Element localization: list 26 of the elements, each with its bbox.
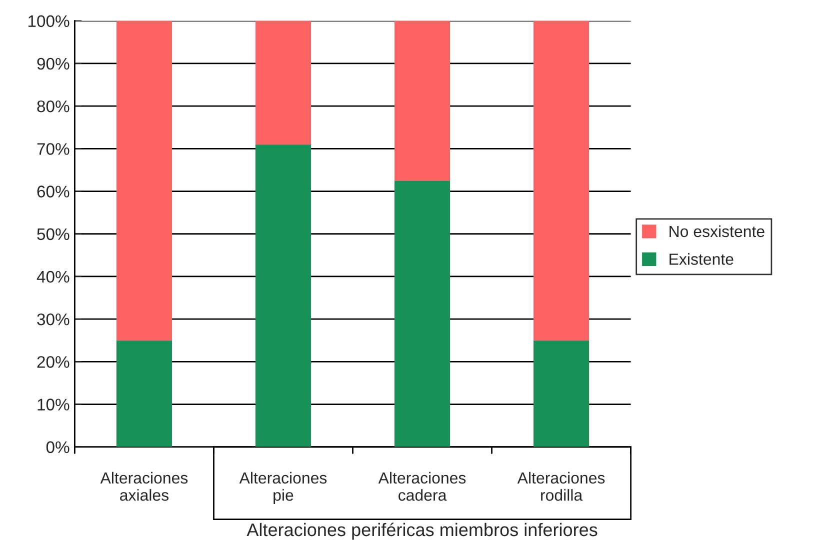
bar (394, 20, 450, 181)
bar (116, 20, 172, 340)
bar (533, 340, 590, 447)
y-tick-label: 60% (37, 186, 70, 198)
y-tick-label: 70% (37, 143, 70, 155)
y-tick-label: 10% (38, 398, 70, 410)
bar (533, 20, 590, 340)
y-tick-label: 50% (37, 228, 70, 240)
x-tick-label: Alteraciones pie (239, 472, 327, 504)
bar (394, 180, 450, 447)
y-tick-label: 100% (28, 15, 70, 28)
bar (255, 20, 312, 144)
y-tick-label: 40% (36, 270, 70, 283)
x-tick-label: Alteraciones cadera (378, 472, 466, 501)
x-tick-label: Alteraciones rodilla (517, 472, 605, 501)
y-tick-label: 20% (37, 356, 70, 368)
y-tick-label: 30% (37, 313, 70, 326)
bar (255, 144, 312, 447)
y-tick-label: 0% (46, 441, 70, 454)
x-tick-label: Alteraciones axiales (100, 472, 188, 501)
y-tick-label: 80% (37, 100, 70, 112)
bar (116, 340, 172, 447)
y-tick-label: 90% (37, 58, 70, 70)
x-axis-title: Alteraciones periféricas miembros inferiores (246, 522, 598, 540)
legend-label: No esxistente (670, 225, 764, 238)
legend-label: Existente (670, 253, 734, 265)
